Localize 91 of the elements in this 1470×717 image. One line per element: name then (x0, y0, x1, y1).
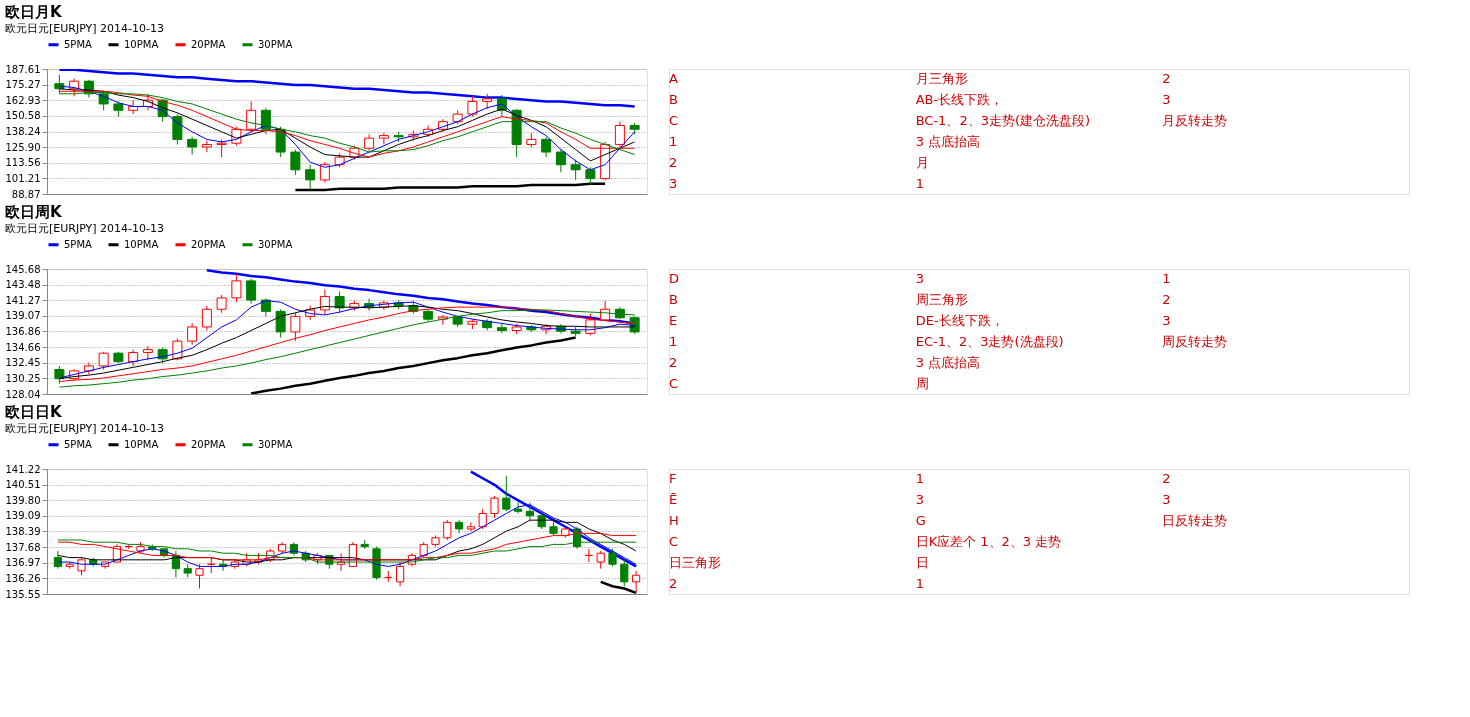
text: 月 (915, 154, 929, 170)
text: C (669, 375, 679, 391)
text: Ē (669, 492, 678, 508)
text: 3 (915, 271, 924, 287)
y-tick-label: 88.87 (11, 188, 41, 200)
text: B (669, 92, 678, 108)
text: 1 (1162, 271, 1171, 287)
text: 周三角形 (915, 292, 968, 308)
text: 周反转走势 (1162, 333, 1228, 349)
y-tick-label: 138.39 (5, 525, 41, 537)
text: 日K应差个 1、2、3 走势 (915, 533, 1062, 549)
text: 3 (915, 492, 924, 508)
y-tick-label: 139.09 (5, 510, 41, 522)
legend-label: 20PMA (191, 438, 226, 450)
text: 3 (669, 175, 678, 191)
text: 1 (669, 133, 678, 149)
y-tick-label: 132.45 (5, 357, 41, 369)
y-tick-label: 139.80 (5, 494, 41, 506)
legend-label: 20PMA (191, 38, 226, 50)
text: 1 (915, 471, 924, 487)
chart-title: 欧日周K (5, 203, 64, 221)
text: F (669, 471, 677, 487)
text: H (669, 513, 679, 529)
y-tick-label: 140.51 (5, 479, 41, 491)
legend-label: 10PMA (124, 238, 159, 250)
chart-subtitle: 欧元日元[EURJPY] 2014-10-13 (5, 222, 165, 235)
legend-label: 30PMA (258, 38, 293, 50)
text: BC-1、2、3走势(建仓洗盘段) (915, 113, 1091, 129)
text: C (669, 113, 679, 129)
text: 3 点底抬高 (915, 354, 981, 370)
legend-label: 30PMA (258, 238, 293, 250)
text: 1 (915, 575, 924, 591)
y-tick-label: 134.66 (5, 341, 41, 353)
text: 1 (915, 175, 924, 191)
text: 2 (1162, 471, 1171, 487)
text: 3 (1162, 313, 1171, 329)
y-tick-label: 139.07 (5, 310, 41, 322)
text: 1 (669, 333, 678, 349)
text: 3 (1162, 492, 1171, 508)
y-tick-label: 141.22 (5, 463, 41, 475)
y-tick-label: 187.61 (5, 63, 41, 75)
text: 2 (1162, 71, 1171, 87)
y-tick-label: 136.86 (5, 326, 41, 337)
legend-label: 20PMA (191, 238, 226, 250)
y-tick-label: 162.93 (5, 94, 41, 106)
y-tick-label: 136.26 (5, 572, 41, 584)
text: DE-长线下跌， (915, 313, 1004, 329)
legend-label: 10PMA (124, 438, 159, 450)
y-tick-label: 141.27 (5, 294, 41, 306)
legend-label: 5PMA (64, 38, 93, 50)
legend-label: 5PMA (64, 438, 93, 450)
text: 2 (669, 354, 678, 370)
y-tick-label: 113.56 (5, 157, 41, 169)
text: G (915, 513, 926, 529)
y-tick-label: 138.24 (5, 126, 41, 137)
y-tick-label: 143.48 (5, 279, 41, 291)
text: 日反转走势 (1162, 513, 1228, 529)
legend-label: 30PMA (258, 438, 293, 450)
text: 2 (669, 575, 678, 591)
text: AB-长线下跌， (915, 92, 1004, 108)
text: 3 点底抬高 (915, 133, 981, 149)
text: 日三角形 (669, 554, 721, 570)
text: D (669, 271, 680, 287)
text: EC-1、2、3走势(洗盘段) (915, 333, 1064, 349)
legend-label: 10PMA (124, 38, 159, 50)
y-tick-label: 125.90 (5, 141, 41, 153)
text: 3 (1162, 92, 1171, 108)
chart-title: 欧日月K (5, 3, 64, 21)
y-tick-label: 175.27 (5, 79, 41, 91)
text: 2 (669, 154, 678, 170)
y-tick-label: 128.04 (5, 388, 41, 400)
y-tick-label: 145.68 (5, 263, 41, 275)
y-tick-label: 135.55 (5, 588, 41, 600)
y-tick-label: 136.97 (5, 557, 41, 569)
text: B (669, 292, 678, 308)
text: 周 (915, 375, 929, 391)
y-tick-label: 101.21 (5, 172, 41, 184)
y-tick-label: 137.68 (5, 541, 41, 553)
text: 月反转走势 (1162, 113, 1228, 129)
legend-label: 5PMA (64, 238, 93, 250)
chart-subtitle: 欧元日元[EURJPY] 2014-10-13 (5, 22, 165, 35)
text: 月三角形 (915, 71, 968, 87)
text: A (669, 71, 678, 87)
text: 日 (915, 554, 929, 570)
y-tick-label: 130.25 (5, 372, 41, 384)
chart-title: 欧日日K (5, 403, 64, 421)
text: 2 (1162, 292, 1171, 308)
y-tick-label: 150.58 (5, 110, 41, 122)
text: C (669, 533, 679, 549)
text: E (669, 313, 678, 329)
chart-subtitle: 欧元日元[EURJPY] 2014-10-13 (5, 422, 165, 435)
